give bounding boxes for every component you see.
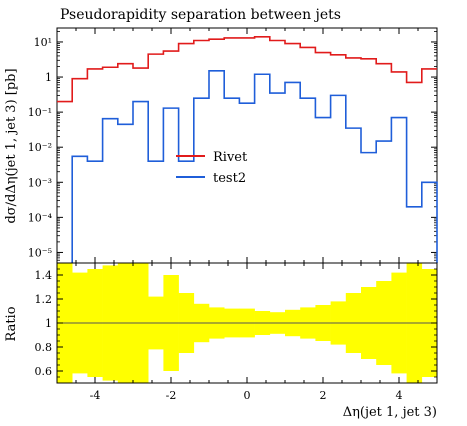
ratio-y-ticks: 0.6 0.8 1 1.2 1.4 [35, 268, 437, 378]
main-y-tick-label: 10⁻¹ [28, 106, 52, 119]
series-line-rivet [57, 36, 437, 103]
main-y-tick-label: 10⁻⁴ [28, 211, 53, 224]
main-y-tick-label: 10⁻⁵ [28, 246, 52, 259]
ratio-y-axis-label: Ratio [4, 306, 19, 341]
legend: Rivet test2 [176, 150, 248, 186]
ratio-x-tick-label: 2 [320, 389, 327, 402]
ratio-panel: 0.6 0.8 1 1.2 1.4 -4 -2 0 2 4 [35, 262, 438, 402]
ratio-y-tick-label: 1.4 [35, 269, 53, 282]
main-y-tick-label: 1 [45, 71, 52, 84]
main-y-ticks: 10¹ 1 10⁻¹ 10⁻² 10⁻³ 10⁻⁴ 10⁻⁵ [28, 30, 437, 261]
main-panel: 10¹ 1 10⁻¹ 10⁻² 10⁻³ 10⁻⁴ 10⁻⁵ Rivet test2 [28, 27, 438, 264]
legend-label-test2: test2 [213, 171, 246, 186]
series-line-test2 [71, 70, 438, 263]
ratio-y-tick-label: 1 [45, 317, 52, 330]
ratio-y-tick-label: 0.6 [35, 365, 53, 378]
main-y-tick-label: 10⁻³ [28, 176, 52, 189]
ratio-x-tick-label: 4 [396, 389, 403, 402]
ratio-y-tick-label: 0.8 [35, 341, 53, 354]
ratio-x-tick-label: -2 [166, 389, 177, 402]
ratio-plot-frame [56, 262, 438, 384]
ratio-x-tick-label: -4 [90, 389, 101, 402]
chart-title: Pseudorapidity separation between jets [60, 7, 341, 23]
x-axis-label: Δη(jet 1, jet 3) [343, 405, 437, 420]
series-layer [57, 36, 438, 263]
legend-label-rivet: Rivet [213, 150, 248, 165]
ratio-x-tick-label: 0 [244, 389, 251, 402]
ratio-y-tick-label: 1.2 [35, 293, 53, 306]
main-y-tick-label: 10¹ [34, 36, 52, 49]
main-y-tick-label: 10⁻² [28, 141, 52, 154]
main-y-axis-label: dσ/dΔη(jet 1, jet 3) [pb] [4, 68, 19, 223]
